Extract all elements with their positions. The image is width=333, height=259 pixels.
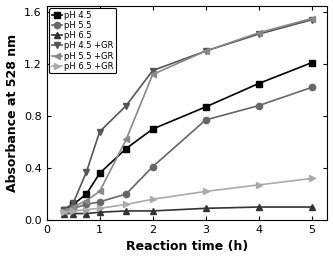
pH 4.5 +GR [151, 69, 155, 72]
pH 4.5 +GR [124, 104, 128, 107]
Line: pH 4.5 +GR: pH 4.5 +GR [61, 17, 315, 213]
pH 6.5 [310, 205, 314, 208]
pH 5.5 [310, 86, 314, 89]
pH 6.5 [257, 205, 261, 208]
pH 5.5 [257, 104, 261, 107]
pH 5.5 +GR [257, 31, 261, 34]
pH 4.5 +GR [257, 33, 261, 36]
pH 6.5 +GR [62, 211, 66, 214]
pH 5.5 +GR [62, 209, 66, 212]
pH 4.5 [98, 172, 102, 175]
pH 6.5 +GR [124, 203, 128, 206]
pH 5.5 [124, 192, 128, 196]
Line: pH 5.5 +GR: pH 5.5 +GR [61, 16, 315, 214]
pH 6.5 [85, 212, 89, 215]
pH 6.5 [62, 212, 66, 215]
Legend: pH 4.5, pH 5.5, pH 6.5, pH 4.5 +GR, pH 5.5 +GR, pH 6.5 +GR: pH 4.5, pH 5.5, pH 6.5, pH 4.5 +GR, pH 5… [49, 8, 116, 73]
pH 5.5 [85, 203, 89, 206]
pH 5.5 [151, 165, 155, 168]
pH 6.5 +GR [98, 207, 102, 210]
Line: pH 4.5: pH 4.5 [61, 60, 315, 213]
pH 4.5 [124, 147, 128, 150]
pH 4.5 [85, 192, 89, 196]
pH 6.5 [71, 212, 75, 215]
pH 4.5 [71, 203, 75, 206]
pH 6.5 [98, 211, 102, 214]
pH 4.5 [310, 61, 314, 64]
pH 5.5 +GR [124, 138, 128, 141]
pH 6.5 +GR [71, 209, 75, 212]
pH 6.5 +GR [257, 183, 261, 186]
pH 4.5 +GR [85, 170, 89, 174]
pH 6.5 +GR [310, 177, 314, 180]
pH 4.5 +GR [203, 49, 207, 53]
X-axis label: Reaction time (h): Reaction time (h) [126, 240, 248, 254]
pH 4.5 [62, 208, 66, 211]
pH 6.5 +GR [85, 208, 89, 211]
pH 4.5 +GR [71, 202, 75, 205]
pH 6.5 [151, 209, 155, 212]
pH 4.5 [257, 82, 261, 85]
pH 4.5 [203, 105, 207, 109]
pH 5.5 +GR [71, 205, 75, 208]
Y-axis label: Absorbance at 528 nm: Absorbance at 528 nm [6, 34, 19, 192]
pH 6.5 [124, 209, 128, 212]
pH 5.5 +GR [203, 49, 207, 53]
pH 5.5 [98, 200, 102, 203]
pH 5.5 +GR [310, 17, 314, 20]
pH 6.5 +GR [151, 198, 155, 201]
pH 4.5 +GR [62, 208, 66, 211]
pH 4.5 +GR [98, 130, 102, 133]
pH 5.5 +GR [85, 199, 89, 202]
Line: pH 6.5 +GR: pH 6.5 +GR [61, 175, 315, 215]
pH 5.5 [62, 209, 66, 212]
pH 6.5 [203, 207, 207, 210]
pH 5.5 +GR [98, 190, 102, 193]
pH 6.5 +GR [203, 190, 207, 193]
pH 5.5 [71, 207, 75, 210]
pH 4.5 +GR [310, 18, 314, 21]
Line: pH 6.5: pH 6.5 [61, 204, 315, 217]
pH 5.5 +GR [151, 73, 155, 76]
Line: pH 5.5: pH 5.5 [61, 84, 315, 214]
pH 4.5 [151, 127, 155, 131]
pH 5.5 [203, 118, 207, 121]
